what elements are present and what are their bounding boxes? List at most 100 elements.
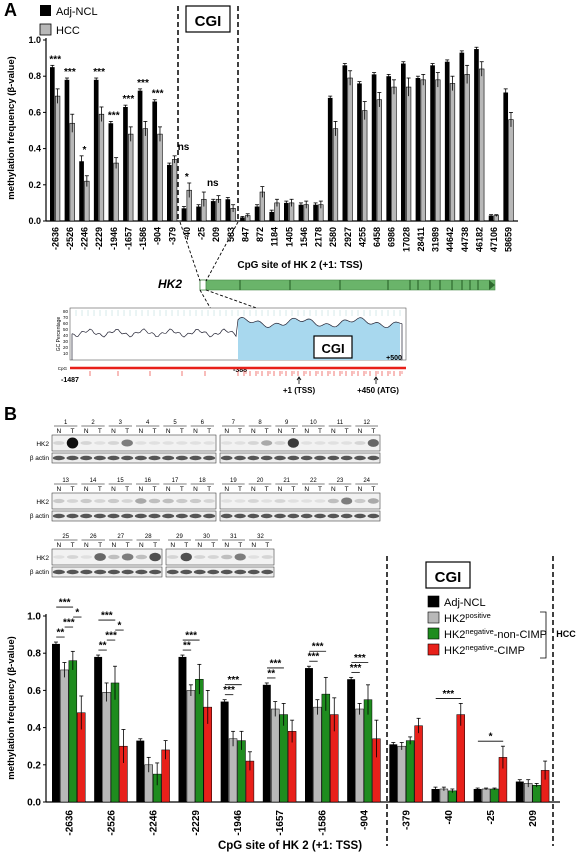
blot-actin-band [274,513,286,519]
panel-a-bar-adj-ncl [430,65,435,221]
blot-actin-band [52,455,65,461]
panel-a-bar-adj-ncl [503,92,509,222]
blot-actin-band [261,569,274,575]
hk2-gene-label: HK2 [158,277,182,291]
blot-hk2-band [167,555,179,559]
panel-a-x-tick-label: -1946 [109,227,119,250]
blot-actin-band [66,455,79,461]
blot-actin-band [121,569,134,575]
island-y-tick-label: 40 [63,333,69,338]
blot-actin-band [260,455,273,461]
blot-hk2-band [194,555,206,559]
blot-actin-band [203,455,216,461]
panel-a-bar-adj-ncl [210,201,216,221]
panel-b-bar-hk2-negative-non-cimp [405,740,415,803]
panel-b-y-axis-label: methylation frequency (β-value) [6,636,17,780]
panel-b-x-tick-label: -2636 [64,810,75,836]
blot-actin-band [314,513,326,519]
panel-a-x-tick-label: 1184 [270,227,280,247]
panel-a-bar-adj-ncl [371,74,377,221]
blot-hk2-strip [51,434,217,452]
panel-a-bar-adj-ncl [386,76,392,221]
panel-a-x-tick-label: 847 [240,227,250,242]
panel-a-bar-adj-ncl [401,63,406,221]
panel-a-y-tick-label: 0.8 [28,71,41,81]
panel-b-bar-adj-ncl [473,788,482,802]
blot-hk2-band [189,498,202,504]
blot-actin-band [207,569,220,575]
blot-hk2-band [234,441,246,445]
blot-actin-band [247,455,260,461]
blot-lane-letter: T [126,542,130,549]
panel-a-bar-hcc [69,122,75,222]
connector-cgi-left [179,221,201,282]
legend-b-label: HK2negative-non-CIMP [444,627,547,642]
panel-a-bar-adj-ncl [225,199,231,221]
panel-a-bar-adj-ncl [488,215,494,221]
panel-a-x-tick-label: -379 [167,227,177,245]
panel-a-bar-adj-ncl [167,164,172,221]
blot-actin-band [340,513,353,519]
blot-lane-letter: N [358,428,363,435]
panel-b-bar-adj-ncl [515,781,524,802]
blot-sample-number: 14 [90,478,97,484]
panel-b-bar-adj-ncl [347,679,356,802]
panel-a-x-tick-label: 1405 [284,227,294,247]
panel-b-x-tick-label: -2229 [191,810,202,836]
atg-label: +450 (ATG) [357,386,399,395]
panel-b-bar-hk2-positive [228,738,238,803]
panel-a-bar-adj-ncl [254,206,260,221]
cgi-label: CGI [195,13,222,30]
blot-actin-band [193,569,206,575]
blot-actin-band [175,513,188,519]
panel-b-significance-label: ** [99,641,107,652]
blot-actin-band [134,513,147,519]
blot-row-label-actin: β actin [30,513,50,520]
blot-lane-letter: T [71,486,75,493]
blot-lane-letter: T [207,486,211,493]
hk2-gene-start [199,279,207,291]
blot-lane-letter: T [238,486,242,493]
blot-hk2-band [274,499,286,503]
panel-b-x-tick-label: -2246 [149,810,160,836]
panel-b-y-tick-label: 0.0 [27,798,41,809]
panel-a-x-tick-label: -2636 [50,227,60,250]
panel-a-bar-hcc [54,95,61,222]
blot-lane-letter: N [111,428,116,435]
blot-hk2-band [367,498,379,504]
blot-actin-band [66,513,79,519]
panel-a-x-tick-label: 44738 [460,227,470,252]
blot-sample-number: 32 [257,534,264,540]
blot-lane-letter: N [57,542,62,549]
panel-a-x-tick-label: 28411 [416,227,426,252]
panel-a-bar-adj-ncl [357,83,362,221]
blot-lane-letter: T [180,486,184,493]
blot-actin-band [234,455,246,461]
panel-a-bar-adj-ncl [313,204,318,221]
blot-lane-letter: T [153,486,157,493]
legend-b-suffix: -non-CIMP [494,629,547,641]
panel-a-x-tick-label: 4255 [357,227,367,247]
island-y-tick-label: 20 [63,345,69,350]
blot-hk2-band [341,441,353,445]
panel-b-hcc-label: HCC [556,629,576,639]
panel-b-bar-hk2-positive [186,690,196,803]
panel-b-bar-hk2-negative-non-cimp [363,699,373,803]
blot-actin-strip [165,566,275,578]
island-y-axis-label: GC Percentage [56,317,62,352]
blot-lane-letter: N [251,428,256,435]
blot-hk2-band [121,439,133,447]
panel-b-bar-adj-ncl [136,740,145,802]
blot-sample-number: 4 [146,420,150,426]
panel-a-bar-adj-ncl [459,52,465,221]
panel-a-significance-label: *** [108,110,120,121]
panel-b-bar-hk2-positive [355,708,364,803]
legend-swatch-adj-ncl [40,5,51,16]
blot-lane-letter: N [224,428,229,435]
blot-lane-letter: N [251,486,256,493]
blot-actin-band [314,455,326,461]
blot-actin-band [80,513,93,519]
blot-actin-band [354,513,366,519]
panel-b-bar-hk2-positive [397,745,406,803]
